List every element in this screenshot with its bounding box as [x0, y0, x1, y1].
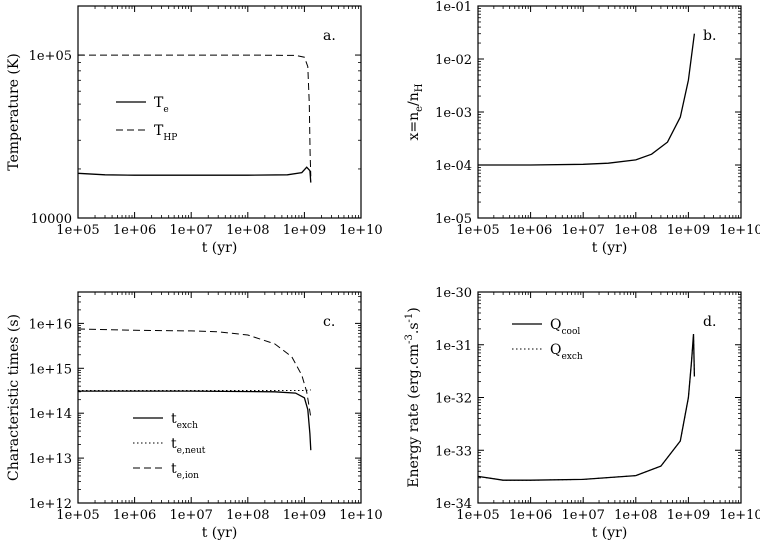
legend-label: Qexch [550, 342, 583, 362]
x-axis-label: t (yr) [592, 240, 628, 256]
x-tick-label: 1e+08 [614, 223, 657, 238]
x-tick-label: 1e+07 [561, 508, 604, 523]
x-tick-label: 1e+07 [561, 223, 604, 238]
x-tick-label: 1e+05 [56, 223, 99, 238]
y-tick-label: 1e-02 [435, 53, 472, 68]
x-tick-label: 1e+05 [456, 508, 499, 523]
panel-label: b. [703, 28, 716, 44]
x-tick-label: 1e+07 [169, 223, 212, 238]
x-tick-label: 1e+06 [509, 223, 552, 238]
panel-label: c. [323, 314, 335, 330]
x-tick-label: 1e+07 [169, 508, 212, 523]
x-tick-label: 1e+09 [667, 223, 710, 238]
x-tick-label: 1e+10 [719, 508, 760, 523]
x-axis-label: t (yr) [202, 240, 238, 256]
x-axis-label: t (yr) [202, 525, 238, 541]
series-line-q-cool [478, 333, 696, 481]
y-tick-label: 1e+13 [29, 452, 72, 467]
y-tick-label: 1e+14 [29, 407, 72, 422]
x-tick-label: 1e+08 [226, 508, 269, 523]
y-tick-label: 1e+05 [29, 49, 72, 64]
panel-label: a. [323, 28, 336, 44]
x-tick-label: 1e+09 [667, 508, 710, 523]
y-tick-label: 1e-03 [435, 106, 472, 121]
y-tick-label: 1e-32 [435, 392, 472, 407]
legend-label: te,ion [171, 461, 199, 481]
x-tick-label: 1e+09 [283, 508, 326, 523]
y-axis-label: Energy rate (erg.cm-3.s-1) [404, 307, 422, 488]
panel-c: 1e+05 1e+06 1e+07 1e+08 1e+09 1e+10 1e+12 1e+13… [6, 291, 383, 541]
y-axis-label: Temperature (K) [6, 53, 22, 171]
series-line-q-exch [478, 335, 695, 481]
series-line-t-e-neut [78, 389, 311, 391]
x-tick-label: 1e+06 [113, 223, 156, 238]
plot-frame [477, 5, 742, 219]
legend-label: Te [154, 95, 169, 115]
y-tick-label: 1e+16 [29, 317, 72, 332]
x-tick-label: 1e+08 [614, 508, 657, 523]
x-axis-label: t (yr) [592, 525, 628, 541]
x-tick-label: 1e+05 [456, 223, 499, 238]
panel-d: 1e+05 1e+06 1e+07 1e+08 1e+09 1e+10 1e-34 1e-33… [404, 286, 760, 541]
y-tick-label: 1e-30 [435, 286, 472, 301]
panel-label: d. [703, 314, 716, 330]
x-tick-label: 1e+09 [283, 223, 326, 238]
series-line-t-hp [78, 54, 312, 177]
panel-a: 1e+05 1e+06 1e+07 1e+08 1e+09 1e+10100001e+05… [6, 5, 383, 256]
x-tick-label: 1e+10 [339, 508, 382, 523]
x-tick-label: 1e+06 [509, 508, 552, 523]
y-tick-label: 1e+12 [29, 497, 72, 512]
series-line-x [478, 33, 696, 166]
x-tick-label: 1e+10 [339, 223, 382, 238]
legend-label: THP [154, 123, 177, 143]
series-line-t-e-ion [78, 328, 312, 418]
y-tick-label: 1e-01 [435, 0, 472, 15]
x-tick-label: 1e+05 [56, 508, 99, 523]
series-line-t-exch [78, 390, 312, 451]
x-tick-label: 1e+06 [113, 508, 156, 523]
legend-label: texch [171, 411, 198, 431]
series-line-t-e [78, 166, 312, 183]
y-tick-label: 1e-05 [435, 212, 472, 227]
y-tick-label: 1e+15 [29, 362, 72, 377]
y-tick-label: 1e-04 [435, 159, 472, 174]
x-tick-label: 1e+08 [226, 223, 269, 238]
y-tick-label: 1e-31 [435, 339, 472, 354]
legend-label: te,neut [171, 436, 206, 456]
plot-frame [77, 5, 362, 219]
y-tick-label: 1e-34 [435, 497, 472, 512]
x-tick-label: 1e+10 [719, 223, 760, 238]
panel-b: 1e+05 1e+06 1e+07 1e+08 1e+09 1e+10 1e-05 1e-04… [406, 0, 760, 256]
y-axis-label: Characteristic times (s) [6, 314, 22, 481]
y-tick-label: 1e-33 [435, 444, 472, 459]
y-axis-label: x=ne/nH [406, 83, 425, 140]
y-tick-label: 10000 [31, 212, 72, 227]
legend-label: Qcool [550, 317, 580, 337]
plot-frame [77, 291, 362, 504]
